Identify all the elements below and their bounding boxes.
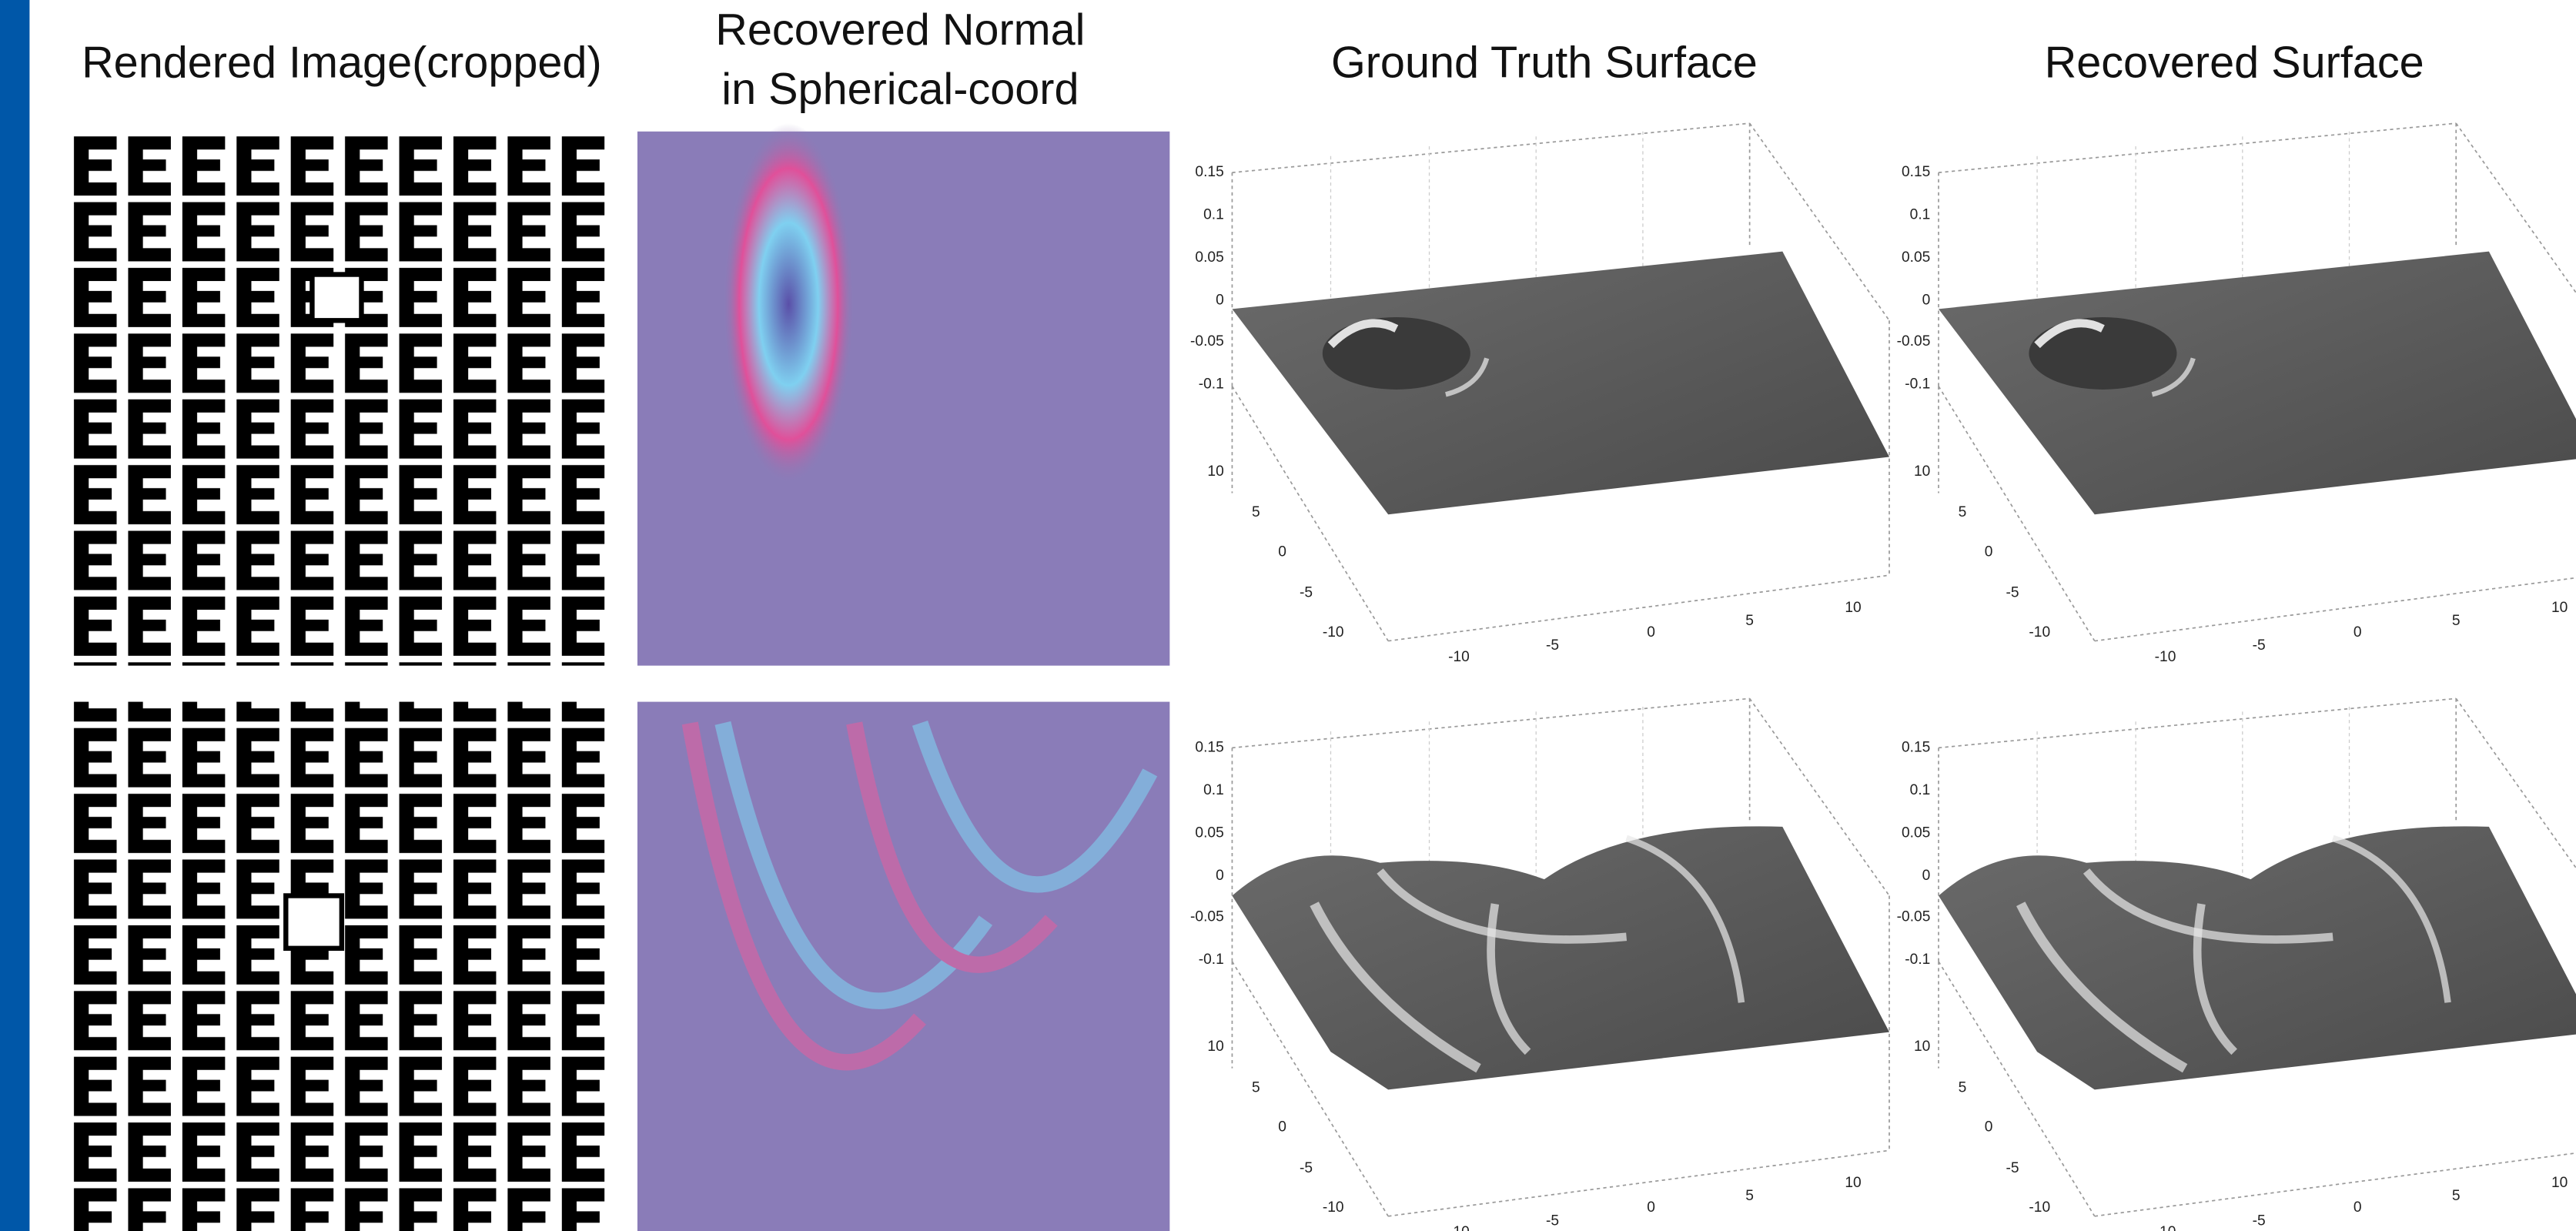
y-tick-label: -10 [1323, 624, 1344, 641]
x-tick-label: 0 [2354, 1199, 2362, 1216]
x-tick-label: 5 [2452, 1188, 2461, 1204]
z-tick-label: 0.1 [1203, 782, 1224, 798]
z-tick-label: 0.1 [1910, 207, 1931, 223]
z-tick-label: 0.15 [1195, 739, 1223, 755]
y-tick-label: 0 [1985, 544, 1993, 560]
z-tick-label: -0.1 [1905, 952, 1930, 968]
z-tick-label: -0.05 [1190, 908, 1224, 925]
z-tick-label: 0 [1216, 293, 1224, 309]
x-tick-label: 5 [2452, 613, 2461, 629]
x-tick-label: -10 [1448, 649, 1470, 665]
axis-line [2095, 1150, 2576, 1216]
rendered-image [69, 132, 605, 666]
y-tick-label: 0 [1278, 544, 1286, 560]
z-tick-label: 0.05 [1195, 825, 1223, 841]
axis-line [1939, 698, 2456, 748]
z-tick-label: 0 [1216, 868, 1224, 884]
z-tick-label: -0.1 [1905, 376, 1930, 393]
surface [1939, 826, 2576, 1089]
x-tick-label: -5 [2253, 1213, 2266, 1229]
normal-blob [723, 123, 855, 485]
normal-map [637, 702, 1169, 1231]
z-tick-label: 0.05 [1902, 249, 1930, 266]
x-tick-label: 5 [1745, 613, 1754, 629]
x-tick-label: -5 [1546, 1213, 1559, 1229]
y-tick-label: -5 [2006, 1160, 2019, 1176]
y-tick-label: -5 [2006, 585, 2019, 601]
z-tick-label: 0.1 [1910, 782, 1931, 798]
z-tick-label: -0.05 [1190, 333, 1224, 350]
x-tick-label: 10 [1845, 600, 1861, 616]
normal-map [637, 132, 1169, 666]
x-tick-label: 0 [1647, 1199, 1655, 1216]
surface-plot: 0.15 0.1 0.05 0 -0.05 -0.1 10 5 0 -5 -10 -10 -5 0 5 10 [1897, 123, 2576, 665]
y-tick-label: 5 [1252, 504, 1260, 520]
figure: 0.150.10.050-0.05-0.11050-5-10-10-505100… [0, 0, 2576, 1231]
y-tick-label: 5 [1959, 1079, 1967, 1096]
z-tick-label: 0.05 [1902, 825, 1930, 841]
column-header: Ground Truth Surface [1331, 38, 1758, 88]
rendered-image [69, 702, 605, 1231]
marker [312, 275, 361, 321]
z-tick-label: -0.05 [1897, 333, 1931, 350]
x-tick-label: 10 [2551, 1175, 2568, 1191]
marker [286, 895, 342, 948]
z-tick-label: 0.15 [1902, 164, 1930, 180]
z-tick-label: -0.05 [1897, 908, 1931, 925]
axis-line [2095, 575, 2576, 641]
x-tick-label: 10 [2551, 600, 2568, 616]
page: {"headers":[ {"lines":["Rendered Image(c… [0, 0, 2576, 1231]
column-header: Recovered Normal [715, 5, 1085, 55]
y-tick-label: -5 [1300, 585, 1313, 601]
y-tick-label: -5 [1300, 1160, 1313, 1176]
x-tick-label: 5 [1745, 1188, 1754, 1204]
y-tick-label: 10 [1914, 463, 1930, 480]
surface-plot: 0.15 0.1 0.05 0 -0.05 -0.1 10 5 0 -5 -10 -10 -5 0 5 10 [1190, 123, 1889, 665]
x-tick-label: 10 [1845, 1175, 1861, 1191]
column-header: Rendered Image(cropped) [82, 38, 602, 88]
surface-plot: 0.15 0.1 0.05 0 -0.05 -0.1 10 5 0 -5 -10 -10 -5 0 5 10 [1190, 698, 1889, 1231]
y-tick-label: 10 [1207, 463, 1223, 480]
column-header: in Spherical-coord [721, 65, 1079, 114]
z-tick-label: 0.15 [1902, 739, 1930, 755]
surface [1939, 252, 2576, 515]
y-tick-label: 10 [1207, 1039, 1223, 1055]
y-tick-label: -10 [2029, 624, 2050, 641]
z-tick-label: 0 [1922, 293, 1931, 309]
x-tick-label: 0 [1647, 624, 1655, 641]
z-tick-label: 0.1 [1203, 207, 1224, 223]
surface-plot: 0.15 0.1 0.05 0 -0.05 -0.1 10 5 0 -5 -10 -10 -5 0 5 10 [1897, 698, 2576, 1231]
z-tick-label: 0.05 [1195, 249, 1223, 266]
x-tick-label: -10 [2155, 1224, 2176, 1231]
z-tick-label: 0 [1922, 868, 1931, 884]
axis-line [1939, 123, 2456, 172]
axis-line [1232, 123, 1749, 172]
z-tick-label: 0.15 [1195, 164, 1223, 180]
y-tick-label: 5 [1252, 1079, 1260, 1096]
axis-line [1388, 1150, 1889, 1216]
axis-line [1232, 698, 1749, 748]
x-tick-label: -10 [2155, 649, 2176, 665]
side-bar [0, 0, 29, 1231]
surface [1232, 826, 1889, 1089]
y-tick-label: 5 [1959, 504, 1967, 520]
column-header: Recovered Surface [2045, 38, 2424, 88]
y-tick-label: -10 [1323, 1199, 1344, 1216]
x-tick-label: -5 [1546, 637, 1559, 654]
x-tick-label: -10 [1448, 1224, 1470, 1231]
z-tick-label: -0.1 [1199, 952, 1224, 968]
z-tick-label: -0.1 [1199, 376, 1224, 393]
y-tick-label: 0 [1985, 1119, 1993, 1136]
x-tick-label: -5 [2253, 637, 2266, 654]
x-tick-label: 0 [2354, 624, 2362, 641]
y-tick-label: -10 [2029, 1199, 2050, 1216]
axis-line [1388, 575, 1889, 641]
y-tick-label: 0 [1278, 1119, 1286, 1136]
y-tick-label: 10 [1914, 1039, 1930, 1055]
